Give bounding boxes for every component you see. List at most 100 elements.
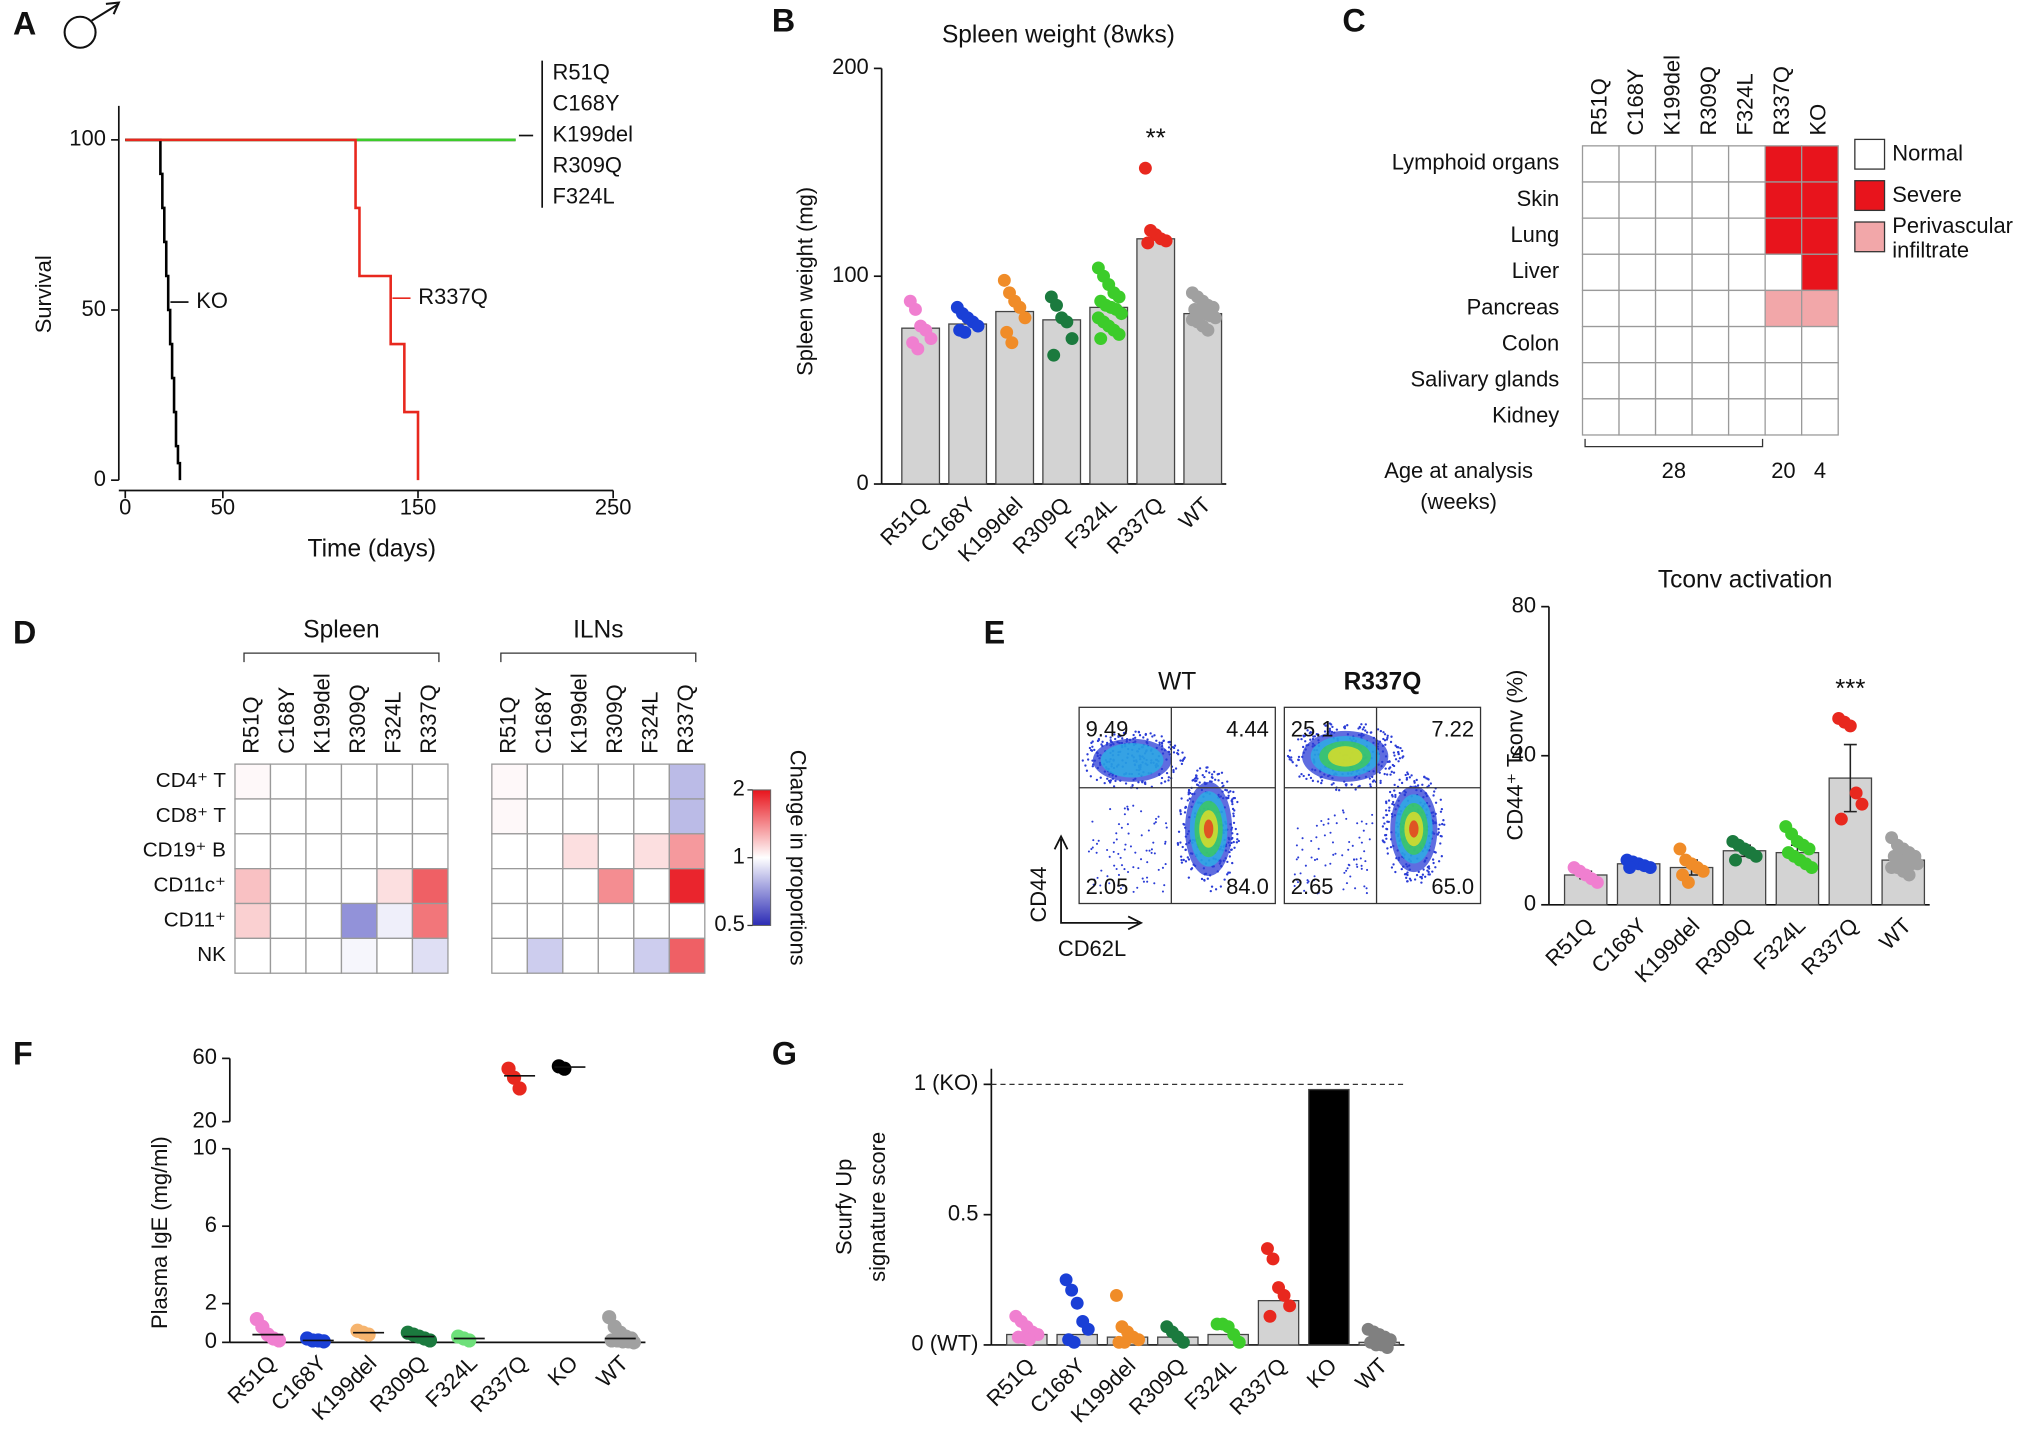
event-dot (1295, 878, 1298, 881)
event-dot (1426, 866, 1430, 869)
x-tick-label: R309Q (365, 1350, 432, 1417)
column-label: F324L (381, 692, 406, 754)
data-point (1696, 864, 1710, 878)
event-dot (1382, 737, 1385, 741)
column-label: K199del (566, 673, 591, 754)
event-dot (1437, 827, 1440, 831)
event-dot (1186, 799, 1189, 802)
significance: ** (1146, 125, 1166, 153)
event-dot (1304, 740, 1307, 743)
event-dot (1121, 737, 1124, 740)
event-dot (1382, 816, 1385, 819)
event-dot (1428, 873, 1431, 876)
event-dot (1358, 836, 1361, 839)
event-dot (1123, 731, 1127, 734)
age-value: 28 (1662, 458, 1686, 483)
data-point (1050, 298, 1063, 312)
event-dot (1217, 772, 1221, 776)
cell (1618, 362, 1657, 400)
event-dot (1142, 736, 1145, 739)
event-dot (1311, 731, 1314, 734)
data-point (1201, 323, 1215, 337)
legend-label: Perivascular (1892, 213, 2013, 238)
event-dot (1328, 729, 1332, 732)
event-dot (1419, 875, 1422, 879)
event-dot (1297, 738, 1300, 741)
event-dot (1372, 779, 1376, 782)
y-tick-label: 10 (193, 1135, 217, 1160)
event-dot (1434, 801, 1438, 804)
data-point (1065, 1283, 1079, 1297)
event-dot (1095, 851, 1098, 854)
event-dot (1112, 850, 1115, 853)
event-dot (1313, 875, 1316, 878)
row-label: CD8⁺ T (156, 804, 227, 827)
cell (526, 868, 564, 905)
data-point (1070, 1296, 1084, 1310)
event-dot (1138, 734, 1142, 737)
quadrant-value: 4.44 (1226, 716, 1269, 741)
data-point (1159, 234, 1173, 248)
cell (1691, 289, 1730, 328)
event-dot (1198, 781, 1201, 784)
event-dot (1420, 877, 1424, 880)
cell (562, 798, 599, 835)
event-dot (1382, 731, 1385, 734)
data-point (361, 1327, 376, 1342)
event-dot (1161, 890, 1165, 893)
event-dot (1167, 776, 1170, 779)
event-dot (1312, 879, 1316, 882)
data-point (1018, 311, 1032, 325)
cell (526, 798, 564, 835)
data-point (1681, 875, 1695, 889)
row-label: Salivary glands (1411, 367, 1560, 392)
event-dot (1152, 841, 1155, 844)
y-tick-label: 100 (832, 262, 869, 287)
event-dot (1362, 726, 1366, 729)
cell (597, 868, 635, 905)
data-point (422, 1333, 438, 1348)
y-tick-label: 0 (WT) (911, 1331, 978, 1356)
event-dot (1187, 788, 1191, 792)
event-dot (1381, 825, 1385, 828)
event-dot (1363, 885, 1366, 888)
row-label: CD11c⁺ (153, 874, 225, 897)
event-dot (1177, 830, 1181, 833)
event-dot (1210, 773, 1214, 776)
event-dot (1315, 824, 1318, 827)
cell (234, 763, 272, 800)
event-dot (1394, 793, 1397, 797)
event-dot (1300, 737, 1303, 741)
cell (411, 763, 449, 800)
event-dot (1370, 731, 1373, 734)
event-dot (1081, 759, 1084, 762)
event-dot (1161, 866, 1164, 869)
cell (1581, 145, 1620, 183)
event-dot (1312, 735, 1315, 738)
axis-arrows (1053, 834, 1144, 931)
event-dot (1114, 779, 1117, 783)
event-dot (1095, 778, 1099, 782)
event-dot (1354, 887, 1357, 890)
event-dot (1181, 845, 1184, 849)
event-dot (1100, 869, 1103, 872)
y-tick-label: 6 (205, 1212, 217, 1237)
event-dot (1390, 866, 1394, 869)
cell (411, 833, 449, 870)
cell (633, 763, 670, 800)
event-dot (1386, 736, 1389, 740)
cell (269, 902, 307, 940)
data-point (1261, 1242, 1274, 1255)
event-dot (1092, 883, 1095, 886)
event-dot (1431, 870, 1434, 873)
event-dot (1293, 884, 1296, 887)
event-dot (1389, 773, 1392, 776)
event-dot (1360, 864, 1363, 867)
event-dot (1342, 888, 1345, 891)
legend-label: Severe (1892, 182, 1962, 207)
y-tick-label: 0 (857, 470, 869, 495)
event-dot (1205, 766, 1208, 769)
event-dot (1227, 796, 1230, 800)
event-dot (1127, 832, 1130, 835)
event-dot (1426, 869, 1429, 872)
